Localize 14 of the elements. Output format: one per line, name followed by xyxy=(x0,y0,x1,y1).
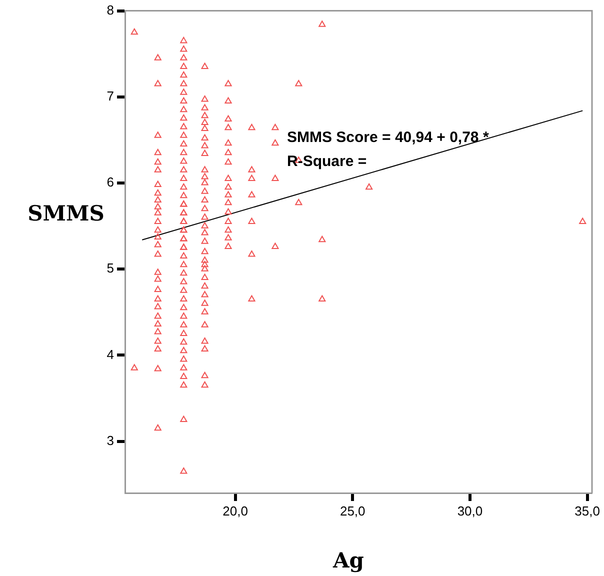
x-tick-label: 30,0 xyxy=(457,503,483,518)
annotation: SMMS Score = 40,94 + 0,78 * xyxy=(287,129,489,146)
x-tick-label: 35,0 xyxy=(574,503,600,518)
x-tick-label: 25,0 xyxy=(340,503,366,518)
x-axis-title: Ag xyxy=(332,547,364,572)
y-tick-label: 7 xyxy=(106,88,114,104)
annotation: R-Square = xyxy=(287,153,367,170)
y-tick-label: 4 xyxy=(106,346,114,362)
y-tick-label: 8 xyxy=(106,2,114,18)
y-axis-title: SMMS xyxy=(28,200,104,226)
x-tick-label: 20,0 xyxy=(222,503,248,518)
y-tick-label: 3 xyxy=(106,432,114,448)
y-tick-label: 6 xyxy=(106,174,114,190)
y-tick-label: 5 xyxy=(106,260,114,276)
